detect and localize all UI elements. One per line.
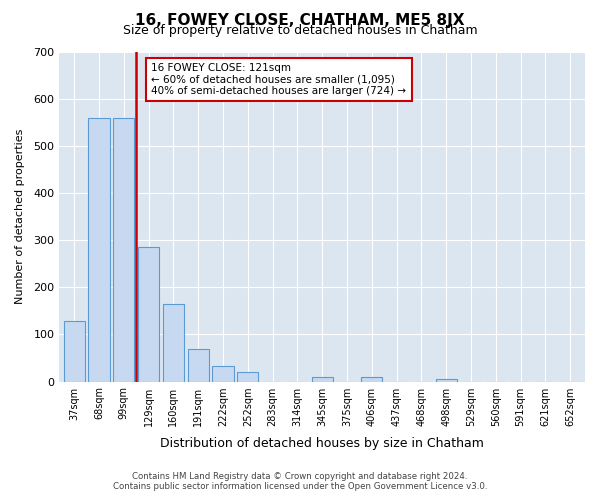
Bar [64,321,85,382]
Bar [138,247,159,382]
Text: Size of property relative to detached houses in Chatham: Size of property relative to detached ho… [122,24,478,37]
Bar [237,372,259,382]
Y-axis label: Number of detached properties: Number of detached properties [15,129,25,304]
Bar [88,118,110,382]
Bar [188,350,209,382]
Bar [311,377,332,382]
Text: 16 FOWEY CLOSE: 121sqm
← 60% of detached houses are smaller (1,095)
40% of semi-: 16 FOWEY CLOSE: 121sqm ← 60% of detached… [151,63,406,96]
Bar [361,377,382,382]
Bar [212,366,233,382]
Bar [163,304,184,382]
Bar [436,379,457,382]
Text: Contains HM Land Registry data © Crown copyright and database right 2024.
Contai: Contains HM Land Registry data © Crown c… [113,472,487,491]
X-axis label: Distribution of detached houses by size in Chatham: Distribution of detached houses by size … [160,437,484,450]
Text: 16, FOWEY CLOSE, CHATHAM, ME5 8JX: 16, FOWEY CLOSE, CHATHAM, ME5 8JX [135,12,465,28]
Bar [113,118,134,382]
